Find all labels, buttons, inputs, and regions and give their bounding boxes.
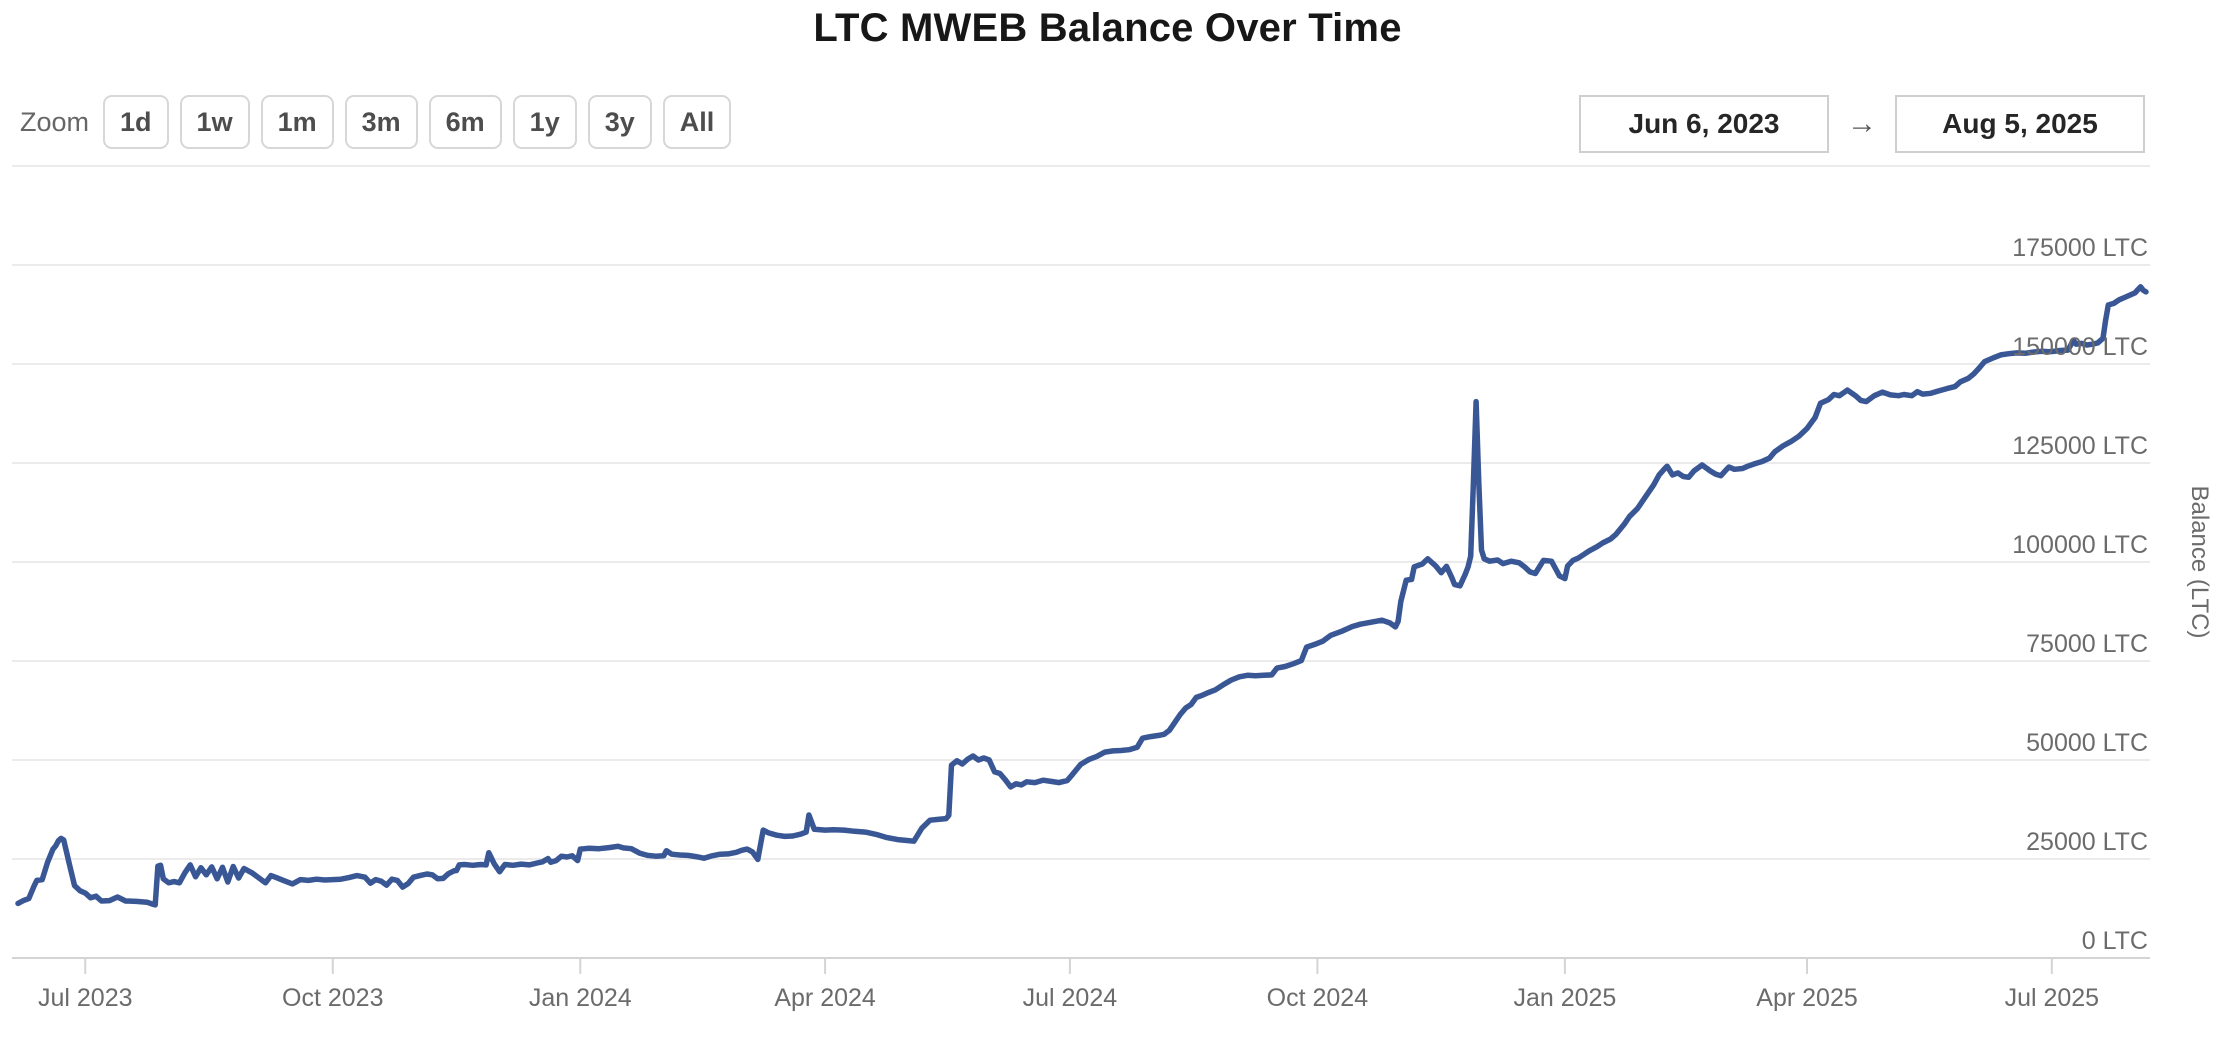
y-axis-title: Balance (LTC) (2186, 486, 2213, 639)
x-axis-label: Oct 2023 (282, 984, 383, 1012)
x-axis-label: Jan 2024 (529, 984, 632, 1012)
range-button-1d[interactable]: 1d (103, 95, 169, 149)
y-axis-label: 175000 LTC (2012, 234, 2148, 262)
x-axis-label: Oct 2024 (1267, 984, 1369, 1012)
zoom-label: Zoom (20, 106, 90, 137)
x-axis-label: Jul 2025 (2005, 984, 2100, 1012)
date-range-inputs: Jun 6, 2023 → Aug 5, 2025 (1579, 95, 2145, 153)
page-title: LTC MWEB Balance Over Time (813, 6, 1402, 50)
y-axis-label: 150000 LTC (2012, 333, 2148, 361)
y-axis-label: 0 LTC (2082, 927, 2148, 955)
y-axis-label: 125000 LTC (2012, 432, 2148, 460)
x-axis-label: Apr 2025 (1756, 984, 1857, 1012)
range-button-1m[interactable]: 1m (260, 95, 334, 149)
range-button-3y[interactable]: 3y (587, 95, 652, 149)
range-selector: Zoom 1d 1w 1m 3m 6m 1y 3y All (20, 93, 732, 151)
zoom-buttons-group: 1d 1w 1m 3m 6m 1y 3y All (103, 95, 732, 149)
x-axis-label: Jul 2023 (38, 984, 133, 1012)
x-axis-label: Jul 2024 (1023, 984, 1118, 1012)
x-axis-label: Apr 2024 (774, 984, 876, 1012)
range-button-all[interactable]: All (662, 95, 732, 149)
balance-series-line[interactable] (15, 284, 2149, 908)
range-button-6m[interactable]: 6m (428, 95, 502, 149)
range-button-1y[interactable]: 1y (512, 95, 577, 149)
arrow-right-icon: → (1847, 107, 1877, 140)
date-from-input[interactable]: Jun 6, 2023 (1579, 95, 1829, 153)
x-axis-label: Jan 2025 (1513, 984, 1616, 1012)
y-axis-label: 25000 LTC (2026, 828, 2148, 856)
y-axis-label: 100000 LTC (2012, 531, 2148, 559)
date-to-input[interactable]: Aug 5, 2025 (1895, 95, 2145, 153)
y-axis-label: 75000 LTC (2026, 630, 2148, 658)
y-axis-label: 50000 LTC (2026, 729, 2148, 757)
range-button-3m[interactable]: 3m (344, 95, 418, 149)
range-button-1w[interactable]: 1w (179, 95, 250, 149)
